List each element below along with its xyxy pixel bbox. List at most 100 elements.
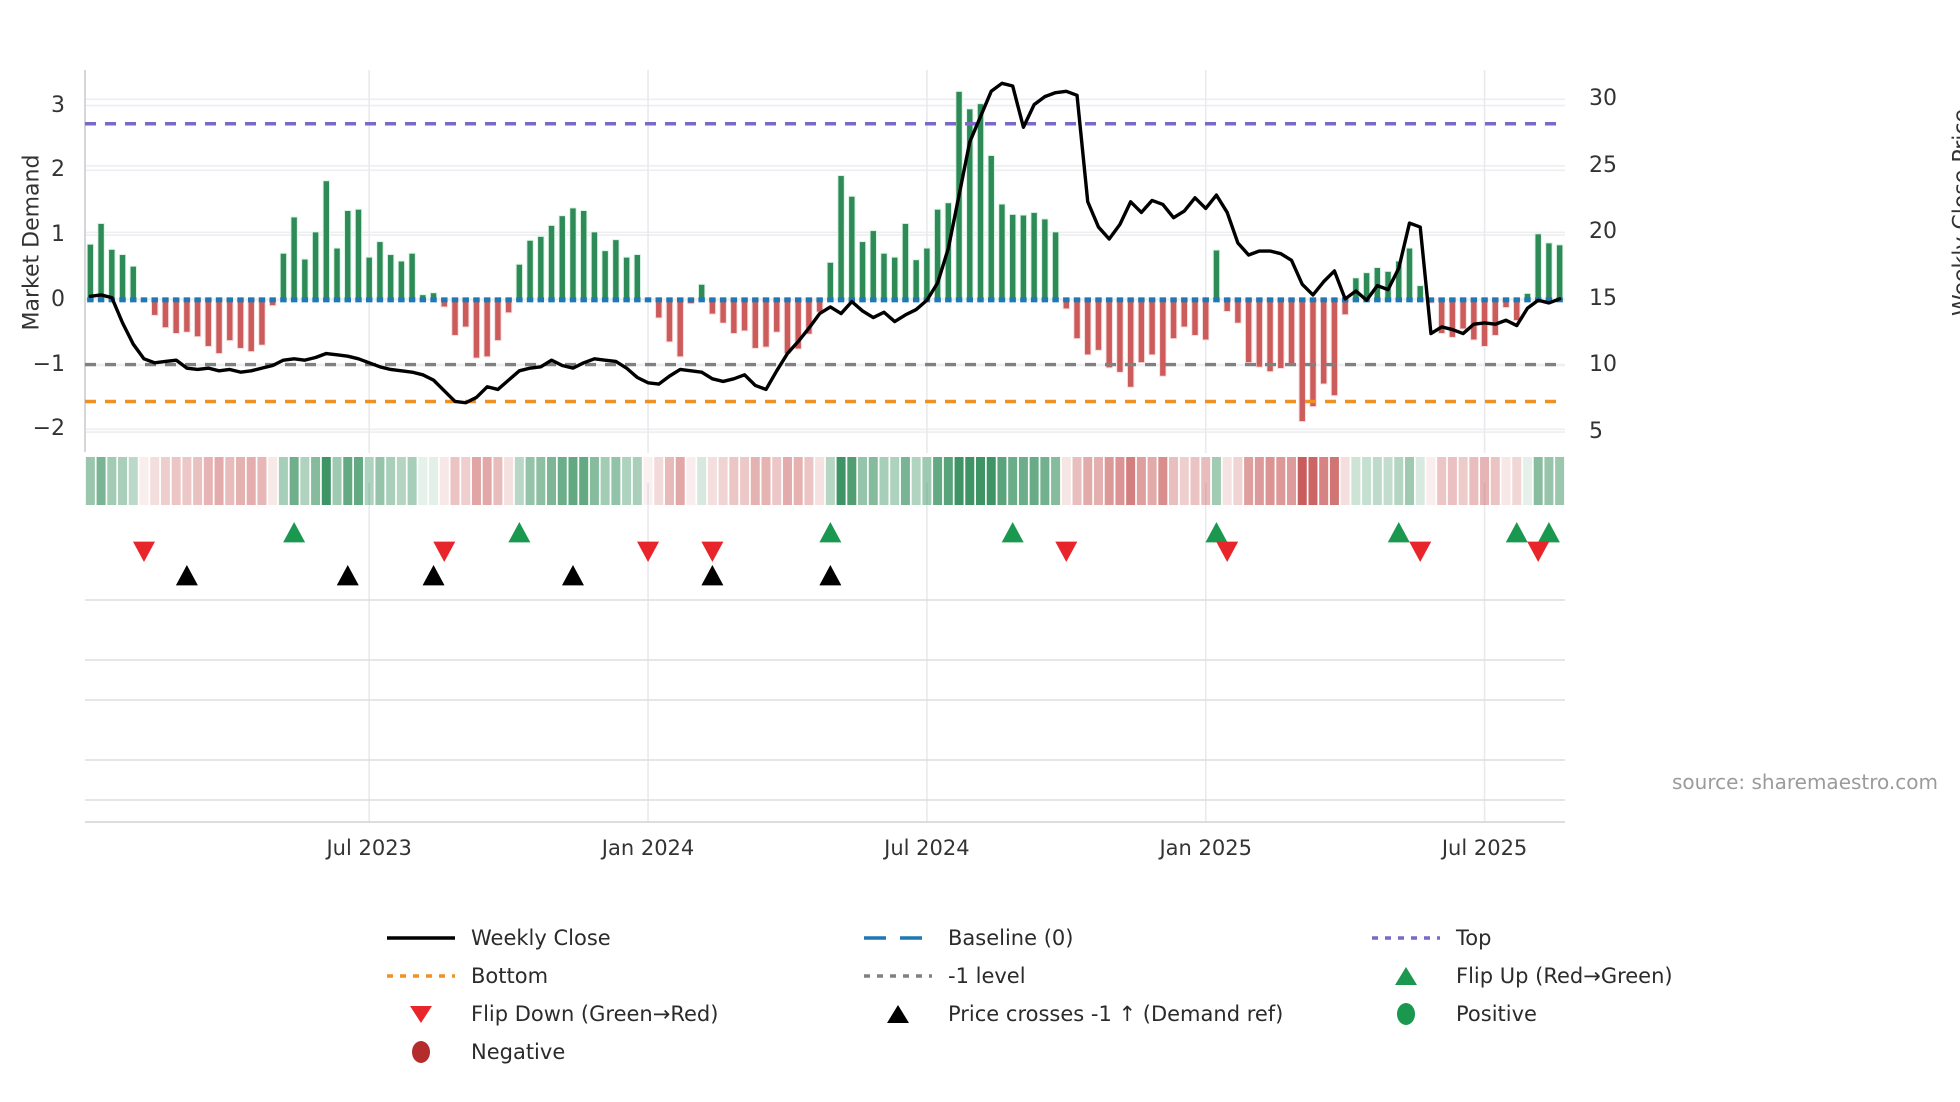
baseline-cap (441, 297, 448, 303)
legend-item-bottom[interactable]: Bottom (385, 963, 548, 989)
demand-bar-positive (515, 263, 524, 301)
heatmap-cell (847, 457, 857, 505)
demand-bar-negative (204, 299, 213, 347)
legend-item-flip-down[interactable]: Flip Down (Green→Red) (385, 1001, 718, 1027)
baseline-cap (205, 297, 212, 303)
baseline-cap (805, 297, 813, 303)
heatmap-cell (976, 457, 986, 505)
baseline-cap (1009, 297, 1016, 303)
heatmap-cell (825, 457, 835, 505)
baseline-cap (130, 297, 137, 303)
baseline-cap (1406, 297, 1413, 303)
baseline-cap (1481, 297, 1488, 303)
heatmap-cell (1158, 457, 1168, 505)
flip-up-marker (1505, 522, 1528, 543)
baseline-cap (408, 297, 416, 303)
legend-item-top[interactable]: Top (1370, 925, 1491, 951)
legend-item-weekly-close[interactable]: Weekly Close (385, 925, 611, 951)
legend-item-baseline[interactable]: Baseline (0) (862, 925, 1073, 951)
legend-triangle-up-icon (887, 1005, 909, 1023)
legend-circle-icon (412, 1041, 430, 1063)
heatmap-cell (439, 457, 449, 505)
baseline-cap (666, 297, 673, 303)
heatmap-cell (900, 457, 910, 505)
flip-up-marker (1387, 522, 1410, 543)
heatmap-cell (707, 457, 717, 505)
heatmap-cell (1512, 457, 1522, 505)
baseline-cap (1427, 297, 1435, 303)
heatmap-cell (1061, 457, 1071, 505)
demand-bar-positive (376, 241, 384, 301)
baseline-cap (419, 297, 427, 303)
legend-label-top: Top (1456, 926, 1492, 950)
baseline-cap (1138, 297, 1145, 303)
heatmap-cell (321, 457, 331, 505)
demand-bar-negative (1169, 299, 1178, 340)
legend-line-swatch (864, 936, 932, 940)
legend-item-minus-1-level[interactable]: -1 level (862, 963, 1026, 989)
heatmap-cell (85, 457, 95, 505)
heatmap-cell (922, 457, 932, 505)
legend-item-positive[interactable]: Positive (1370, 1001, 1537, 1027)
flip-down-marker (132, 541, 155, 562)
chart-svg (84, 70, 1565, 823)
heatmap-cell (879, 457, 889, 505)
baseline-cap (773, 297, 780, 303)
demand-bar-negative (762, 299, 770, 348)
y-axis-right-tick: 30 (1589, 86, 1617, 112)
baseline-cap (848, 297, 856, 303)
heatmap-cell (1340, 457, 1350, 505)
baseline-cap (248, 297, 255, 303)
demand-bar-positive (848, 195, 856, 301)
legend-item-flip-up[interactable]: Flip Up (Red→Green) (1370, 963, 1673, 989)
baseline-cap (1148, 297, 1156, 303)
baseline-cap (258, 297, 266, 303)
heatmap-cell (386, 457, 396, 505)
baseline-cap (1084, 297, 1091, 303)
demand-bar-negative (215, 299, 223, 355)
source-note: source: sharemaestro.com (1672, 770, 1938, 794)
demand-bar-positive (118, 254, 127, 301)
legend-symbol-baseline (862, 925, 934, 951)
legend-item-negative[interactable]: Negative (385, 1039, 565, 1065)
baseline-cap (1266, 297, 1274, 303)
heatmap-cell (654, 457, 664, 505)
heatmap-cell (225, 457, 235, 505)
demand-bar-negative (1116, 299, 1124, 373)
heatmap-cell (1222, 457, 1232, 505)
price-cross-marker (422, 565, 445, 586)
demand-bar-negative (226, 299, 234, 342)
baseline-cap (1191, 297, 1199, 303)
demand-bar-negative (1202, 299, 1210, 341)
demand-bar-positive (1405, 247, 1414, 301)
heatmap-cell (343, 457, 353, 505)
baseline-cap (827, 297, 834, 303)
heatmap-cell (1201, 457, 1211, 505)
baseline-cap (473, 297, 480, 303)
heatmap-cell (1522, 457, 1532, 505)
baseline-cap (934, 297, 941, 303)
heatmap-cell (782, 457, 792, 505)
baseline-cap (87, 297, 94, 303)
baseline-cap (1159, 297, 1167, 303)
demand-bar-positive (1352, 277, 1360, 301)
demand-bar-positive (408, 252, 416, 301)
heatmap-cell (986, 457, 996, 505)
demand-bar-positive (590, 231, 599, 301)
y-axis-left-tick: 2 (51, 157, 65, 183)
demand-bar-positive (901, 222, 910, 301)
baseline-cap (966, 297, 973, 303)
demand-bar-positive (333, 247, 341, 301)
baseline-cap (1374, 297, 1381, 303)
demand-bar-positive (612, 239, 620, 301)
chart-legend: Weekly Close Baseline (0) Top Bottom -1 leve… (0, 925, 1960, 1100)
baseline-cap (1417, 297, 1424, 303)
heatmap-cell (107, 457, 117, 505)
legend-item-price-cross[interactable]: Price crosses -1 ↑ (Demand ref) (862, 1001, 1283, 1027)
heatmap-cell (1179, 457, 1189, 505)
baseline-cap (752, 297, 759, 303)
baseline-cap (344, 297, 351, 303)
heatmap-cell (1147, 457, 1157, 505)
legend-triangle-up-icon (1395, 967, 1417, 985)
